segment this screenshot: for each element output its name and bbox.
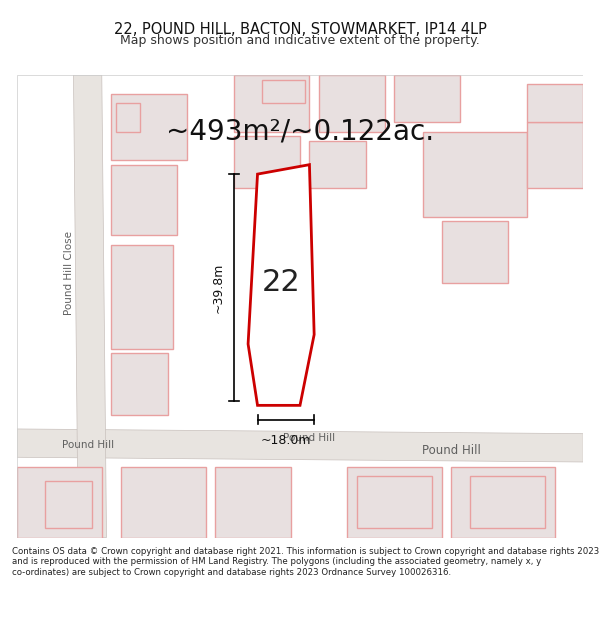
Polygon shape	[111, 354, 168, 415]
Text: ~493m²/~0.122ac.: ~493m²/~0.122ac.	[166, 118, 434, 146]
Polygon shape	[215, 467, 290, 538]
Polygon shape	[423, 132, 527, 217]
Text: Contains OS data © Crown copyright and database right 2021. This information is : Contains OS data © Crown copyright and d…	[12, 547, 599, 577]
Polygon shape	[111, 164, 177, 236]
Polygon shape	[73, 75, 107, 538]
Polygon shape	[394, 75, 460, 122]
Polygon shape	[17, 429, 583, 462]
Polygon shape	[470, 476, 545, 528]
Polygon shape	[527, 122, 583, 188]
Polygon shape	[111, 245, 173, 349]
Polygon shape	[347, 467, 442, 538]
Bar	[17, 75, 583, 538]
Polygon shape	[527, 84, 583, 122]
Polygon shape	[442, 221, 508, 282]
Text: 22, POUND HILL, BACTON, STOWMARKET, IP14 4LP: 22, POUND HILL, BACTON, STOWMARKET, IP14…	[113, 22, 487, 37]
Polygon shape	[45, 481, 92, 528]
Polygon shape	[234, 75, 310, 132]
Text: Pound Hill: Pound Hill	[283, 433, 335, 443]
Polygon shape	[262, 80, 305, 103]
Polygon shape	[121, 467, 206, 538]
Polygon shape	[111, 94, 187, 160]
Polygon shape	[17, 467, 102, 538]
Polygon shape	[451, 467, 555, 538]
Text: Map shows position and indicative extent of the property.: Map shows position and indicative extent…	[120, 34, 480, 48]
Text: ~39.8m: ~39.8m	[211, 262, 224, 312]
Text: Pound Hill: Pound Hill	[62, 440, 113, 450]
Polygon shape	[310, 141, 366, 188]
Text: ~18.0m: ~18.0m	[260, 434, 311, 447]
Text: 22: 22	[262, 268, 301, 297]
Polygon shape	[356, 476, 432, 528]
Polygon shape	[319, 75, 385, 132]
Polygon shape	[234, 136, 300, 188]
Text: Pound Hill: Pound Hill	[422, 444, 481, 457]
Polygon shape	[248, 164, 314, 406]
Text: Pound Hill Close: Pound Hill Close	[64, 231, 74, 315]
Polygon shape	[116, 103, 140, 132]
